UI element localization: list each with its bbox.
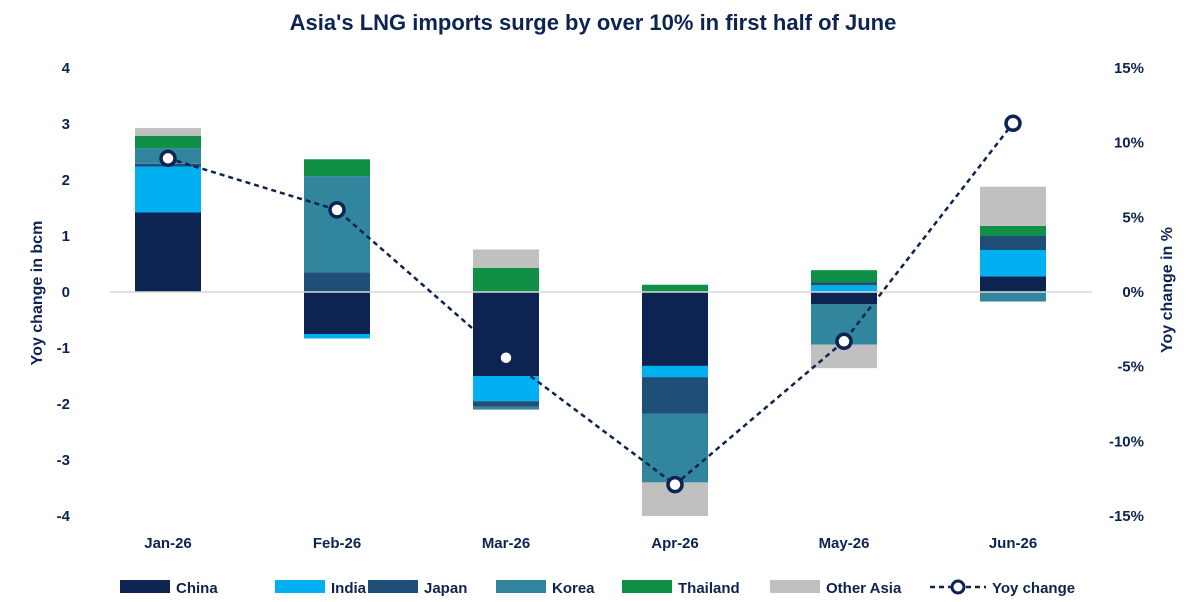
right-axis-label: Yoy change in %: [1159, 227, 1176, 353]
bar-segment: [473, 249, 539, 268]
legend-swatch: [275, 580, 325, 593]
bar-segment: [135, 135, 201, 149]
legend-item: Yoy change: [930, 579, 1075, 597]
bar-segment: [304, 272, 370, 292]
left-tick-label: -1: [57, 340, 70, 357]
legend-marker: [950, 579, 966, 595]
bar-segment: [304, 159, 370, 177]
bar-segment: [135, 212, 201, 292]
legend-item: India: [275, 580, 367, 597]
category-label: May-26: [819, 535, 870, 552]
bar-segment: [980, 276, 1046, 292]
bar-segment: [642, 292, 708, 366]
left-tick-label: 2: [62, 172, 70, 189]
bar-segment: [304, 176, 370, 273]
legend-swatch: [368, 580, 418, 593]
bar-segment: [811, 344, 877, 369]
bar-stacks: [135, 127, 1046, 516]
category-label: Jan-26: [144, 535, 192, 552]
legend-label: India: [331, 580, 367, 597]
left-tick-label: -3: [57, 452, 70, 469]
left-tick-label: -4: [57, 508, 71, 525]
bar-segment: [473, 406, 539, 410]
bar-segment: [980, 225, 1046, 236]
bar-segment: [135, 127, 201, 136]
bar-segment: [304, 334, 370, 339]
legend-swatch: [120, 580, 170, 593]
right-tick-label: -5%: [1117, 359, 1144, 376]
right-axis-ticks: 15% 10% 5% 0% -5% -10% -15%: [1109, 60, 1144, 525]
bar-segment: [473, 401, 539, 407]
left-tick-label: 4: [62, 60, 71, 77]
legend-label: Japan: [424, 580, 467, 597]
yoy-point: [666, 475, 684, 494]
chart-title: Asia's LNG imports surge by over 10% in …: [290, 10, 897, 35]
legend: China India Japan Korea Thailand Other Asia Yo…: [120, 579, 1075, 597]
right-tick-label: 10%: [1114, 135, 1144, 152]
bar-segment: [811, 292, 877, 305]
right-tick-label: 0%: [1122, 284, 1144, 301]
bar-segment: [135, 166, 201, 213]
legend-swatch: [496, 580, 546, 593]
bar-segment: [811, 282, 877, 286]
category-label: Jun-26: [989, 535, 1037, 552]
bar-segment: [980, 292, 1046, 302]
category-label: Mar-26: [482, 535, 530, 552]
legend-item: China: [120, 580, 218, 597]
category-label: Apr-26: [651, 535, 699, 552]
legend-swatch: [622, 580, 672, 593]
right-tick-label: 5%: [1122, 209, 1144, 226]
legend-swatch: [770, 580, 820, 593]
bar-segment: [304, 292, 370, 334]
legend-label: Korea: [552, 580, 595, 597]
left-axis-ticks: 4 3 2 1 0 -1 -2 -3 -4: [57, 60, 71, 525]
left-tick-label: 0: [62, 284, 70, 301]
left-tick-label: -2: [57, 396, 70, 413]
legend-label: Other Asia: [826, 580, 902, 597]
bar-segment: [642, 284, 708, 292]
legend-item: Japan: [368, 580, 467, 597]
bar-segment: [642, 365, 708, 378]
left-tick-label: 3: [62, 116, 70, 133]
bar-segment: [980, 250, 1046, 277]
right-tick-label: -10%: [1109, 433, 1144, 450]
bar-segment: [980, 186, 1046, 226]
yoy-line-series: [159, 114, 1022, 494]
legend-item: Thailand: [622, 580, 740, 597]
yoy-line-path: [167, 122, 1014, 487]
category-labels: Jan-26 Feb-26 Mar-26 Apr-26 May-26 Jun-26: [144, 535, 1037, 552]
yoy-point: [1004, 114, 1022, 133]
yoy-point: [328, 201, 346, 219]
legend-label: China: [176, 580, 218, 597]
bar-segment: [642, 377, 708, 414]
left-tick-label: 1: [62, 228, 70, 245]
category-label: Feb-26: [313, 535, 361, 552]
right-tick-label: -15%: [1109, 508, 1144, 525]
yoy-point: [159, 149, 177, 168]
legend-item: Korea: [496, 580, 595, 597]
yoy-point: [497, 348, 515, 367]
bar-segment: [642, 413, 708, 483]
bar-segment: [473, 376, 539, 402]
yoy-point: [835, 332, 853, 351]
bar-segment: [811, 285, 877, 292]
legend-item: Other Asia: [770, 580, 902, 597]
left-axis-label: Yoy change in bcm: [29, 221, 46, 366]
legend-label: Thailand: [678, 580, 740, 597]
bar-segment: [473, 267, 539, 292]
bar-segment: [980, 236, 1046, 250]
bar-segment: [811, 270, 877, 283]
legend-label: Yoy change: [992, 580, 1075, 597]
right-tick-label: 15%: [1114, 60, 1144, 77]
